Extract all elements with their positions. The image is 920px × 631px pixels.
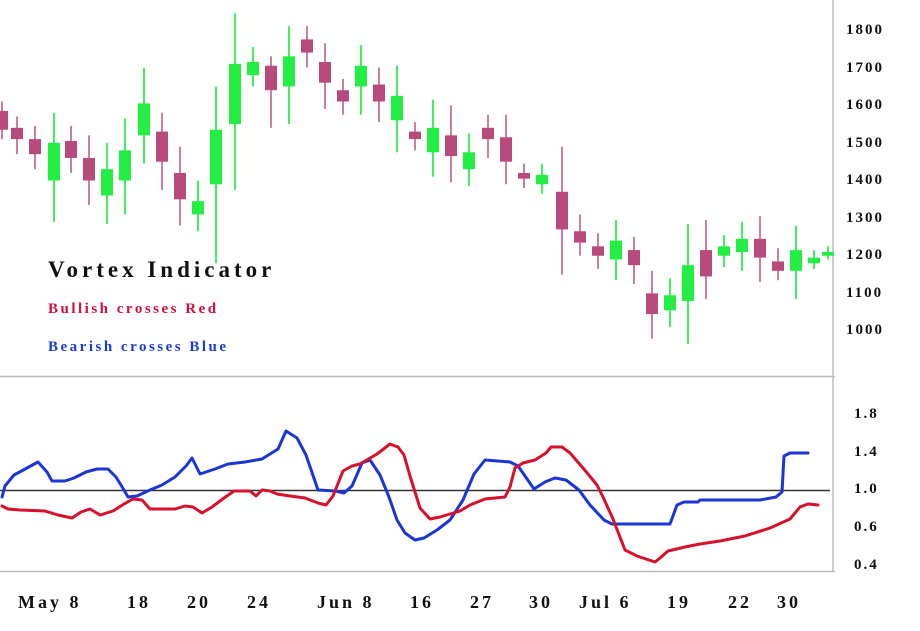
bearish-candle bbox=[574, 214, 586, 256]
bullish-candle bbox=[808, 250, 820, 269]
bullish-candle bbox=[664, 278, 676, 328]
bearish-candle bbox=[445, 105, 457, 183]
price-tick: 1300 bbox=[846, 210, 884, 226]
bearish-candle bbox=[646, 270, 658, 339]
bearish-candle bbox=[409, 122, 421, 151]
bearish-candle bbox=[592, 233, 604, 269]
bearish-candle bbox=[11, 116, 23, 155]
bullish-candle bbox=[210, 86, 222, 264]
price-tick: 1500 bbox=[846, 135, 884, 151]
candlesticks bbox=[0, 13, 834, 345]
bearish-candle bbox=[83, 135, 95, 205]
bearish-candle bbox=[265, 56, 277, 128]
price-tick: 1700 bbox=[846, 60, 884, 76]
price-tick: 1100 bbox=[846, 285, 884, 301]
bullish-candle bbox=[736, 221, 748, 271]
bearish-candle bbox=[29, 125, 41, 170]
bullish-candle bbox=[101, 142, 113, 224]
bearish-candle bbox=[156, 112, 168, 190]
price-tick: 1400 bbox=[846, 172, 884, 188]
x-tick: 19 bbox=[667, 592, 691, 612]
vortex-lines bbox=[0, 429, 820, 564]
x-tick: 22 bbox=[728, 592, 752, 612]
bullish-candle bbox=[355, 45, 367, 115]
x-tick: 27 bbox=[470, 592, 494, 612]
x-tick: 24 bbox=[247, 592, 271, 612]
bullish-candle bbox=[391, 65, 403, 153]
price-tick: 1600 bbox=[846, 97, 884, 113]
bullish-candle bbox=[610, 220, 622, 281]
bullish-candle bbox=[138, 67, 150, 164]
bearish-candle bbox=[482, 114, 494, 158]
indicator-tick: 0.6 bbox=[854, 519, 879, 535]
price-tick: 1200 bbox=[846, 247, 884, 263]
bearish-candle bbox=[373, 67, 385, 123]
bearish-candle bbox=[319, 43, 331, 110]
bullish-candle bbox=[718, 235, 730, 268]
x-tick: May 8 bbox=[18, 592, 82, 612]
bullish-candle bbox=[790, 225, 802, 300]
bullish-candle bbox=[822, 246, 834, 260]
bearish-candle bbox=[700, 220, 712, 300]
bullish-candle bbox=[283, 26, 295, 125]
bullish-candle bbox=[427, 99, 439, 177]
bearish-candle bbox=[65, 125, 77, 173]
x-tick: 20 bbox=[187, 592, 211, 612]
x-tick: 30 bbox=[777, 592, 801, 612]
indicator-tick: 0.4 bbox=[854, 557, 879, 573]
legend-bearish: Bearish crosses Blue bbox=[48, 339, 229, 355]
indicator-tick: 1.0 bbox=[854, 481, 879, 497]
bullish-candle bbox=[682, 223, 694, 345]
bullish-candle bbox=[48, 112, 60, 222]
price-tick: 1000 bbox=[846, 322, 884, 338]
x-tick: Jun 8 bbox=[317, 592, 375, 612]
bearish-candle bbox=[628, 236, 640, 284]
vi-plus-line bbox=[0, 429, 810, 542]
bullish-candle bbox=[229, 13, 241, 190]
vi-minus-line bbox=[0, 442, 820, 564]
bearish-candle bbox=[337, 78, 349, 115]
price-tick: 1800 bbox=[846, 22, 884, 38]
chart-title: Vortex Indicator bbox=[48, 257, 276, 282]
x-tick: 30 bbox=[529, 592, 553, 612]
x-tick: 18 bbox=[127, 592, 151, 612]
x-tick: 16 bbox=[410, 592, 434, 612]
bullish-candle bbox=[536, 163, 548, 194]
bullish-candle bbox=[247, 46, 259, 87]
x-tick: Jul 6 bbox=[579, 592, 632, 612]
bullish-candle bbox=[192, 180, 204, 232]
bearish-candle bbox=[556, 146, 568, 275]
indicator-tick: 1.8 bbox=[854, 406, 879, 422]
bearish-candle bbox=[754, 216, 766, 283]
bearish-candle bbox=[301, 26, 313, 68]
legend-bullish: Bullish crosses Red bbox=[48, 301, 219, 317]
bearish-candle bbox=[772, 248, 784, 281]
bullish-candle bbox=[119, 118, 131, 215]
bullish-candle bbox=[463, 133, 475, 187]
bearish-candle bbox=[500, 114, 512, 185]
bearish-candle bbox=[174, 146, 186, 226]
indicator-tick: 1.4 bbox=[854, 444, 879, 460]
bearish-candle bbox=[0, 101, 8, 140]
bearish-candle bbox=[518, 163, 530, 189]
